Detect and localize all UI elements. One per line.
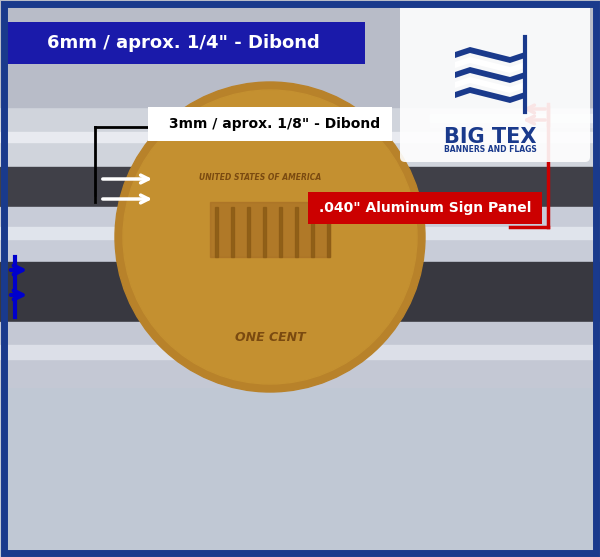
Bar <box>295 207 298 257</box>
Polygon shape <box>455 77 525 93</box>
Bar <box>327 207 330 257</box>
FancyBboxPatch shape <box>308 192 542 224</box>
Bar <box>0 227 600 239</box>
Bar <box>430 114 600 122</box>
Text: .040" Aluminum Sign Panel: .040" Aluminum Sign Panel <box>319 201 531 215</box>
Bar <box>247 207 250 257</box>
FancyBboxPatch shape <box>148 107 392 141</box>
Bar <box>0 322 600 387</box>
Bar <box>430 109 600 127</box>
Bar <box>215 207 218 257</box>
Polygon shape <box>455 47 525 63</box>
Text: UNITED STATES OF AMERICA: UNITED STATES OF AMERICA <box>199 173 321 182</box>
Bar <box>231 207 234 257</box>
Bar <box>0 107 600 167</box>
Bar <box>0 345 600 359</box>
Circle shape <box>115 82 425 392</box>
Bar <box>0 132 600 142</box>
Text: 6mm / aprox. 1/4" - Dibond: 6mm / aprox. 1/4" - Dibond <box>47 34 319 52</box>
Text: 3mm / aprox. 1/8" - Dibond: 3mm / aprox. 1/8" - Dibond <box>169 117 380 131</box>
Text: ONE CENT: ONE CENT <box>235 330 305 344</box>
Text: BANNERS AND FLAGS: BANNERS AND FLAGS <box>443 144 536 154</box>
Bar <box>311 207 314 257</box>
Bar <box>0 0 600 107</box>
Bar <box>210 202 330 257</box>
Polygon shape <box>455 57 525 73</box>
FancyBboxPatch shape <box>400 2 590 162</box>
Polygon shape <box>455 87 525 103</box>
Polygon shape <box>455 67 525 83</box>
Bar <box>279 207 282 257</box>
Bar <box>0 167 600 207</box>
FancyBboxPatch shape <box>6 22 365 64</box>
Bar <box>0 207 600 262</box>
Bar <box>263 207 266 257</box>
Bar <box>0 262 600 322</box>
Circle shape <box>123 90 417 384</box>
Text: BIG TEX: BIG TEX <box>444 127 536 147</box>
